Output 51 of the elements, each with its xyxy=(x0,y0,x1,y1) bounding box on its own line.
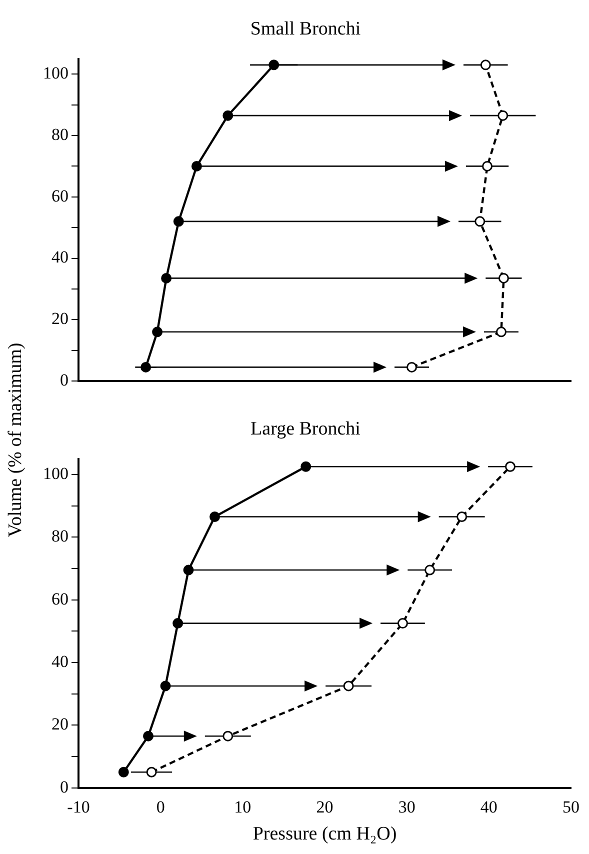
point xyxy=(222,730,234,742)
x-axis-title: Pressure (cm H₂O) xyxy=(252,824,397,845)
y-tick-label: 100 xyxy=(43,64,68,83)
y-tick-label: 0 xyxy=(60,777,68,796)
x-tick-label: 30 xyxy=(398,797,416,816)
point xyxy=(146,766,157,778)
point xyxy=(183,564,194,576)
point xyxy=(498,272,509,284)
y-tick-label: 100 xyxy=(43,464,68,483)
point xyxy=(343,680,354,692)
point xyxy=(300,461,312,472)
point xyxy=(496,326,506,338)
point xyxy=(456,512,468,522)
x-tick-label: 50 xyxy=(562,797,580,816)
point xyxy=(480,60,491,70)
y-tick-label: 80 xyxy=(52,526,68,546)
y-tick-label: 0 xyxy=(60,370,68,390)
point xyxy=(152,326,163,338)
y-tick-label: 40 xyxy=(52,248,68,267)
point xyxy=(210,512,220,522)
x-tick-label: 40 xyxy=(480,797,498,816)
point xyxy=(397,618,408,629)
point xyxy=(482,160,493,172)
point xyxy=(160,680,171,692)
point xyxy=(161,272,172,284)
point xyxy=(143,730,154,742)
y-tick-label: 60 xyxy=(52,186,68,206)
point xyxy=(140,362,152,372)
chart-title: Large Bronchi xyxy=(250,418,360,440)
y-tick-label: 80 xyxy=(52,124,68,144)
point xyxy=(172,618,184,629)
point xyxy=(498,110,508,121)
x-tick-label: -10 xyxy=(67,797,90,816)
point xyxy=(474,216,486,227)
point xyxy=(505,461,516,472)
point xyxy=(191,160,202,172)
y-tick-label: 40 xyxy=(52,652,68,671)
point xyxy=(424,564,436,576)
x-tick-label: 20 xyxy=(316,797,334,816)
x-tick-label: 0 xyxy=(156,797,165,816)
point xyxy=(406,362,418,372)
chart-title: Small Bronchi xyxy=(250,18,361,40)
point xyxy=(173,216,184,227)
y-axis-title: Volume (% of maximum) xyxy=(5,342,27,538)
y-tick-label: 20 xyxy=(52,714,68,734)
y-tick-label: 60 xyxy=(52,589,68,608)
point xyxy=(268,60,280,70)
x-tick-label: 10 xyxy=(234,797,252,816)
y-tick-label: 20 xyxy=(52,309,68,328)
point xyxy=(222,110,234,121)
point xyxy=(118,766,129,778)
